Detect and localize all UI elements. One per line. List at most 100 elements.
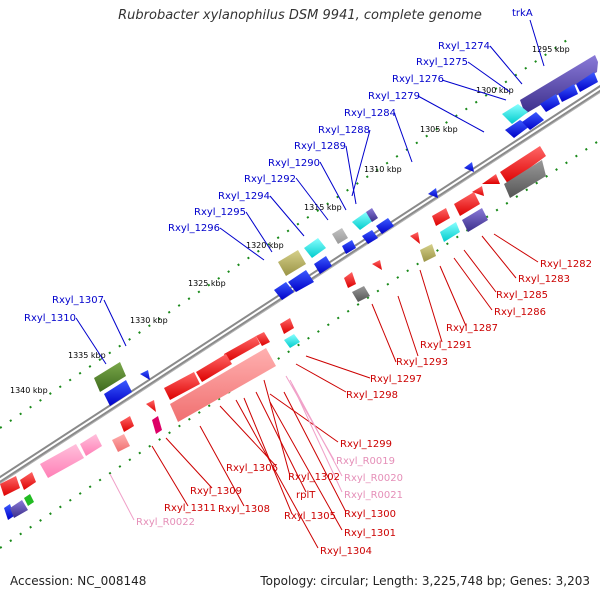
kbp-ticks: 1295 kbp 1300 kbp 1305 kbp 1310 kbp 1315… [10, 45, 570, 395]
gene-label[interactable]: Rxyl_1286 [494, 307, 546, 318]
gene-arrow[interactable] [342, 240, 356, 254]
gene-arrow[interactable] [352, 286, 370, 302]
gene-label[interactable]: Rxyl_1289 [294, 141, 346, 152]
gene-arrow[interactable] [540, 94, 560, 112]
gene-label[interactable]: Rxyl_1301 [344, 528, 396, 539]
gene-arrow[interactable] [164, 372, 200, 400]
gene-arrow[interactable] [146, 400, 156, 412]
gene-arrow[interactable] [372, 260, 382, 270]
tick-label: 1335 kbp [68, 351, 106, 360]
gene-arrow[interactable] [472, 186, 484, 196]
gene-arrow[interactable] [482, 174, 500, 184]
gene-label[interactable]: Rxyl_1279 [368, 91, 420, 102]
gene-arrow[interactable] [196, 354, 232, 382]
forward-labels: trkA Rxyl_1274 Rxyl_1275 Rxyl_1276 Rxyl_… [24, 8, 533, 324]
gene-label[interactable]: Rxyl_1293 [396, 357, 448, 368]
gene-label[interactable]: Rxyl_1302 [288, 472, 340, 483]
gene-label[interactable]: Rxyl_1276 [392, 74, 444, 85]
gene-arrow[interactable] [344, 272, 356, 288]
tick-label: 1330 kbp [130, 316, 168, 325]
gene-arrow[interactable] [104, 380, 132, 406]
gene-label[interactable]: Rxyl_1298 [346, 390, 398, 401]
gene-arrow[interactable] [428, 188, 438, 198]
gene-arrow[interactable] [332, 228, 348, 244]
gene-arrow[interactable] [410, 232, 420, 244]
gene-arrow[interactable] [576, 72, 598, 92]
gene-arrow[interactable] [304, 238, 326, 258]
gene-arrow[interactable] [366, 208, 378, 222]
gene-arrow[interactable] [352, 212, 374, 230]
gene-label[interactable]: Rxyl_1307 [52, 295, 104, 306]
gene-arrow[interactable] [112, 434, 130, 452]
gene-arrow[interactable] [362, 230, 378, 244]
gene-label[interactable]: Rxyl_1304 [320, 546, 372, 557]
gene-arrow[interactable] [440, 222, 460, 242]
gene-arrow[interactable] [314, 256, 332, 274]
gene-arrow[interactable] [274, 282, 294, 300]
gene-arrow[interactable] [24, 494, 34, 506]
gene-arrow[interactable] [10, 500, 28, 518]
gene-label[interactable]: Rxyl_1308 [218, 504, 270, 515]
gene-label[interactable]: Rxyl_1275 [416, 57, 468, 68]
gene-arrow[interactable] [502, 104, 528, 124]
gene-arrow[interactable] [152, 416, 162, 434]
gene-arrow[interactable] [0, 476, 20, 496]
gene-arrow[interactable] [94, 362, 126, 392]
gene-arrow[interactable] [4, 504, 14, 520]
gene-arrow[interactable] [256, 332, 270, 346]
gene-arrow[interactable] [224, 336, 260, 362]
rna-label[interactable]: Rxyl_R0021 [344, 490, 403, 501]
gene-arrow[interactable] [284, 334, 300, 348]
gene-arrow[interactable] [505, 120, 530, 138]
gene-label[interactable]: Rxyl_1310 [24, 313, 76, 324]
gene-label[interactable]: Rxyl_1287 [446, 323, 498, 334]
tick-label: 1300 kbp [476, 86, 514, 95]
rna-label[interactable]: Rxyl_R0019 [336, 456, 395, 467]
gene-label[interactable]: Rxyl_1290 [268, 158, 320, 169]
gene-arrow[interactable] [376, 218, 394, 234]
gene-label[interactable]: Rxyl_1284 [344, 108, 396, 119]
rna-label[interactable]: Rxyl_R0020 [344, 473, 403, 484]
gene-arrow[interactable] [432, 208, 450, 226]
gene-label[interactable]: Rxyl_1300 [344, 509, 396, 520]
gene-label[interactable]: Rxyl_1305 [284, 511, 336, 522]
gene-arrow[interactable] [278, 250, 306, 276]
gene-arrow[interactable] [462, 208, 488, 232]
gene-label[interactable]: rplT [296, 490, 316, 501]
gene-arrow[interactable] [454, 192, 480, 216]
gene-label[interactable]: Rxyl_1306 [226, 463, 278, 474]
gene-label[interactable]: Rxyl_1274 [438, 41, 490, 52]
gene-label[interactable]: Rxyl_1294 [218, 191, 270, 202]
topology-summary: Topology: circular; Length: 3,225,748 bp… [260, 574, 590, 588]
gene-arrow[interactable] [522, 112, 544, 130]
gene-label[interactable]: trkA [512, 8, 533, 19]
gene-arrow[interactable] [40, 444, 84, 478]
gene-arrow[interactable] [500, 146, 546, 184]
gene-label[interactable]: Rxyl_1283 [518, 274, 570, 285]
gene-label[interactable]: Rxyl_1282 [540, 259, 592, 270]
gene-arrow[interactable] [20, 472, 36, 490]
gene-label[interactable]: Rxyl_1288 [318, 125, 370, 136]
gene-arrow[interactable] [80, 434, 102, 456]
gene-arrow[interactable] [170, 348, 276, 422]
gene-label[interactable]: Rxyl_1285 [496, 290, 548, 301]
gene-label[interactable]: Rxyl_1292 [244, 174, 296, 185]
gene-arrow[interactable] [504, 160, 546, 198]
gene-label[interactable]: Rxyl_1309 [190, 486, 242, 497]
gene-label[interactable]: Rxyl_1297 [370, 374, 422, 385]
gene-label[interactable]: Rxyl_1299 [340, 439, 392, 450]
gene-label[interactable]: Rxyl_1295 [194, 207, 246, 218]
gene-label[interactable]: Rxyl_1296 [168, 223, 220, 234]
rna-label[interactable]: Rxyl_R0022 [136, 517, 195, 528]
gene-arrow[interactable] [558, 84, 578, 102]
gene-arrow[interactable] [288, 270, 314, 292]
gene-arrow[interactable] [140, 370, 150, 380]
gene-arrow[interactable] [464, 162, 474, 172]
gene-label[interactable]: Rxyl_1291 [420, 340, 472, 351]
gene-arrow[interactable] [420, 244, 436, 262]
gene-arrow[interactable] [280, 318, 294, 334]
gene-label[interactable]: Rxyl_1311 [164, 503, 216, 514]
rna-leader-lines [109, 375, 343, 521]
gene-arrow[interactable] [120, 416, 134, 432]
gene-arrow[interactable] [520, 55, 598, 114]
